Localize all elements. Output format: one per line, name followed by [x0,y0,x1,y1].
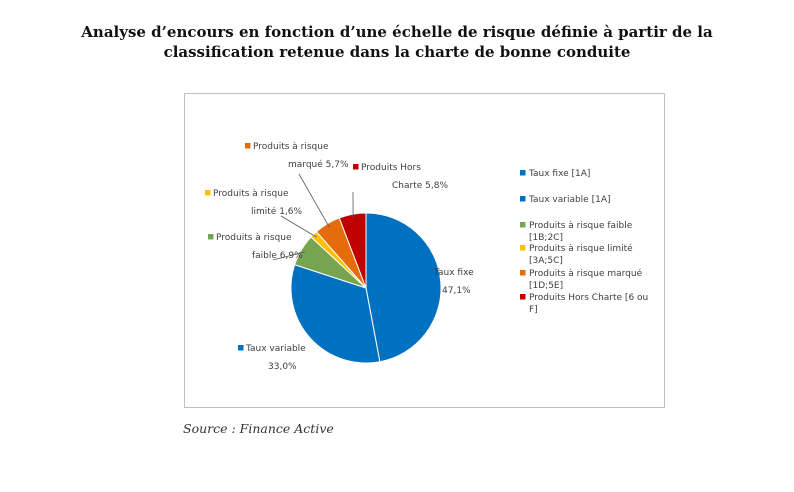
legend-item-1: Taux variable [1A] [520,195,611,205]
data-label-1: Taux variable 33,0% [238,344,306,372]
data-label-value-2: faible 6,9% [252,251,303,261]
legend-label-cont-2: [1B;2C] [529,233,563,243]
data-label-value-4: marqué 5,7% [288,159,349,170]
data-label-name-1: Taux variable [245,344,306,354]
data-label-value-0: 47,1% [442,286,471,296]
leader-line-4 [298,173,330,228]
pie-chart: Taux fixe 47,1% Taux variable 33,0% Produits… [205,142,648,372]
pie-slice-produits-hors-charte-6-ou-f [338,212,367,289]
leader-line-2 [272,251,305,261]
data-label-value-1: 33,0% [268,362,297,372]
legend-label-5: Produits Hors Charte [6 ou [529,293,648,303]
legend-label-cont-3: [3A;5C] [529,256,563,266]
legend-label-cont-5: F] [529,305,538,315]
legend-key-2 [520,222,526,228]
data-label-key-1 [238,345,244,351]
page-title-line-1: Analyse d’encours en fonction d’une éche… [81,23,713,41]
data-label-key-3 [205,190,211,196]
chart-frame: Taux fixe 47,1% Taux variable 33,0% Produits… [184,93,665,408]
data-label-5: Produits Hors Charte 5,8% [352,163,448,219]
legend-label-0: Taux fixe [1A] [528,169,590,179]
legend-item-5: Produits Hors Charte [6 ou F] [520,293,648,315]
data-label-name-2: Produits à risque [216,233,292,243]
data-label-value-3: limité 1,6% [251,206,303,217]
data-label-key-0 [426,269,432,275]
data-label-name-0: Taux fixe [433,268,474,278]
source-note: Source : Finance Active [183,421,334,436]
data-label-2: Produits à risque faible 6,9% [208,233,305,261]
page-title-line-2: classification retenue dans la charte de… [163,43,631,61]
data-label-0: Taux fixe 47,1% [426,268,474,296]
data-label-name-3: Produits à risque [213,189,289,199]
legend-item-0: Taux fixe [1A] [520,169,590,179]
page-title: Analyse d’encours en fonction d’une éche… [0,22,794,62]
legend-label-1: Taux variable [1A] [528,195,611,205]
legend-key-3 [520,245,526,251]
leader-line-3 [280,215,317,238]
data-label-name-4: Produits à risque [253,142,329,152]
data-label-3: Produits à risque limité 1,6% [205,189,317,238]
legend-key-5 [520,294,526,300]
legend-label-cont-4: [1D;5E] [529,281,563,291]
legend-item-4: Produits à risque marqué [1D;5E] [520,268,643,291]
legend-label-2: Produits à risque faible [529,221,633,231]
legend-item-3: Produits à risque limité [3A;5C] [520,243,633,266]
pie-slice-taux-variable-1a [290,264,381,364]
data-label-key-5 [353,164,359,170]
legend-key-4 [520,270,526,276]
legend-label-4: Produits à risque marqué [529,268,643,279]
legend-key-1 [520,196,526,202]
data-label-value-5: Charte 5,8% [392,181,448,191]
data-label-key-4 [245,143,251,149]
legend-key-0 [520,170,526,176]
data-label-name-5: Produits Hors [361,163,421,173]
legend-label-3: Produits à risque limité [529,243,633,254]
pie-slice-taux-fixe-1a [365,212,442,363]
data-label-4: Produits à risque marqué 5,7% [245,142,349,228]
data-label-key-2 [208,234,214,240]
legend-item-2: Produits à risque faible [1B;2C] [520,221,633,243]
